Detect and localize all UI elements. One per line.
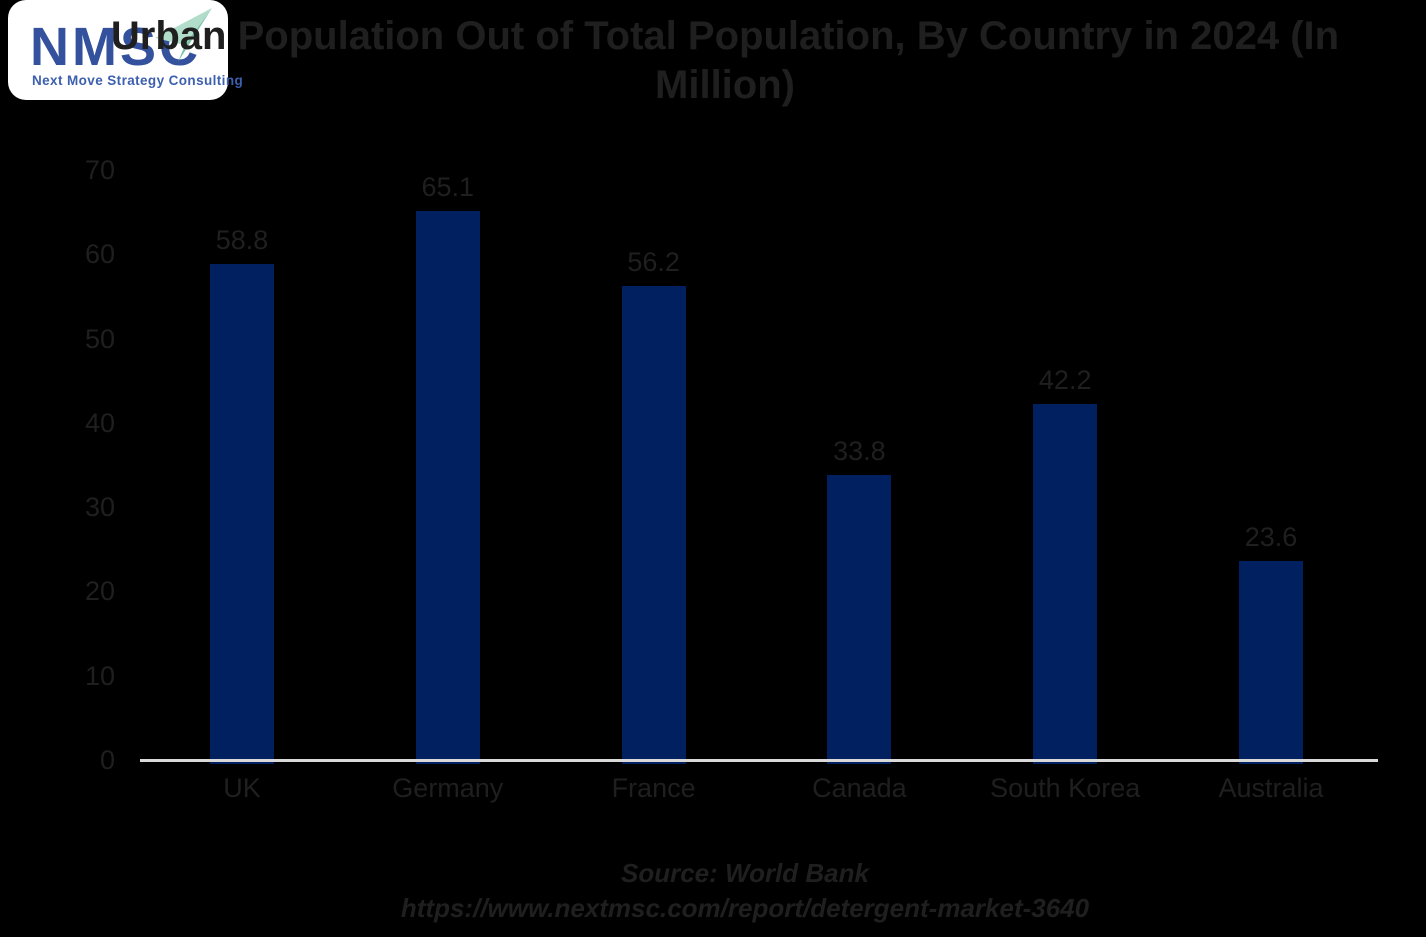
y-axis-tick-label: 10 xyxy=(84,660,115,691)
nmsc-logo-tagline: Next Move Strategy Consulting xyxy=(32,73,244,88)
bar-canada xyxy=(827,475,892,764)
bar-uk xyxy=(210,264,274,764)
x-axis-category-label: Germany xyxy=(392,773,504,803)
x-axis-category-label: Canada xyxy=(812,773,907,803)
bar-south-korea xyxy=(1033,404,1098,764)
bar-france xyxy=(621,286,686,764)
bar-value-label: 42.2 xyxy=(1038,365,1092,396)
chart-title-line1: Urban Population Out of Total Population… xyxy=(110,14,1340,58)
y-axis-tick-label: 40 xyxy=(84,407,115,438)
y-axis-tick-label: 70 xyxy=(84,155,115,185)
x-axis-line xyxy=(140,759,1378,762)
x-axis-category-label: UK xyxy=(223,773,261,803)
paper-plane-icon xyxy=(155,8,212,62)
bar-value-label: 65.1 xyxy=(421,172,475,203)
source-line: Source: World Bank xyxy=(620,858,869,888)
bar-germany xyxy=(415,211,480,764)
y-axis-tick-label: 0 xyxy=(99,745,115,775)
bar-value-label: 56.2 xyxy=(627,247,680,278)
chart-title: Urban Population Out of Total Population… xyxy=(0,12,1426,110)
x-axis-category-label: France xyxy=(611,773,696,803)
y-axis-tick-label: 60 xyxy=(84,239,115,270)
bar-australia xyxy=(1239,561,1303,764)
bar-value-label: 33.8 xyxy=(833,436,886,467)
nmsc-logo: NMSC Next Move Strategy Consulting xyxy=(8,0,243,100)
y-axis-tick-label: 30 xyxy=(84,492,115,523)
y-axis-tick-label: 50 xyxy=(84,323,115,354)
source-url: https://www.nextmsc.com/report/detergent… xyxy=(400,893,1090,923)
y-axis-tick-label: 20 xyxy=(84,576,115,607)
x-axis-category-label: South Korea xyxy=(990,773,1141,803)
chart-title-line2: Million) xyxy=(655,63,795,107)
x-axis-category-label: Australia xyxy=(1218,773,1324,803)
nmsc-logo-acronym: NMSC xyxy=(30,17,201,77)
source-note: Source: World Bank https://www.nextmsc.c… xyxy=(0,856,1426,926)
bar-value-label: 23.6 xyxy=(1244,522,1298,553)
bar-value-label: 58.8 xyxy=(215,225,269,256)
